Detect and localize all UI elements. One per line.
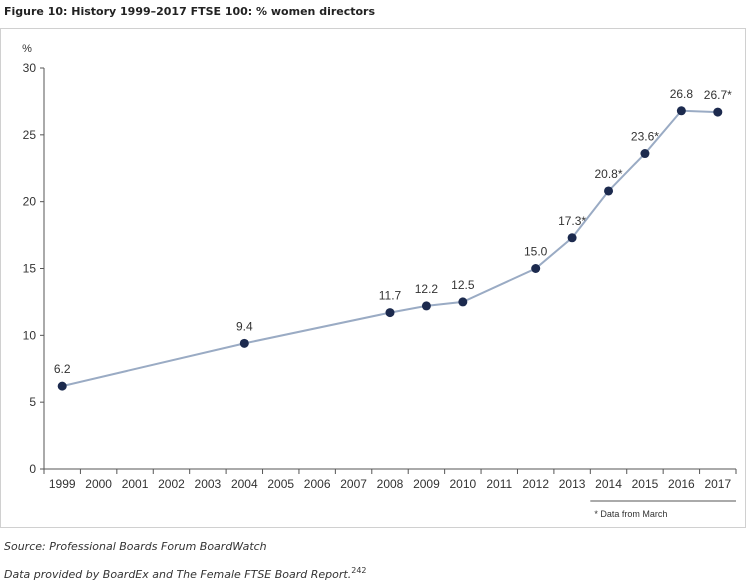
x-tick-label: 2010 (449, 477, 476, 491)
x-tick-label: 2001 (122, 477, 149, 491)
data-label: 17.3* (558, 214, 586, 228)
data-label: 6.2 (54, 362, 71, 376)
y-tick-label: 20 (23, 195, 37, 209)
x-tick-label: 2015 (632, 477, 659, 491)
y-axis-unit-label: % (22, 43, 32, 55)
x-tick-label: 1999 (49, 477, 76, 491)
y-axis: % 0 5 10 15 20 25 30 (22, 43, 45, 476)
x-tick-label: 2013 (559, 477, 586, 491)
data-point (57, 381, 67, 391)
data-point (713, 107, 723, 117)
data-label: 23.6* (631, 130, 659, 144)
data-label: 26.8 (670, 87, 694, 101)
figure-title: Figure 10: History 1999–2017 FTSE 100: %… (4, 5, 376, 18)
note-text: * Data from March (594, 509, 667, 519)
x-tick-label: 2016 (668, 477, 695, 491)
x-tick-label: 2009 (413, 477, 440, 491)
data-label: 15.0 (524, 245, 548, 259)
chart-frame: % 0 5 10 15 20 25 30 1999 2000 2001 2002 2003 2004 20… (0, 28, 746, 528)
provided-label: Data provided by BoardEx and The Female … (4, 568, 352, 581)
series-line (61, 109, 718, 388)
footnote-note: * Data from March (590, 500, 736, 519)
data-markers (57, 106, 723, 391)
provided-text: Data provided by BoardEx and The Female … (4, 566, 367, 581)
x-tick-label: 2008 (377, 477, 404, 491)
data-point (531, 264, 541, 273)
x-tick-label: 2014 (595, 477, 622, 491)
data-point (676, 106, 686, 116)
y-tick-label: 10 (23, 328, 37, 342)
data-point (567, 233, 577, 243)
line-chart: % 0 5 10 15 20 25 30 1999 2000 2001 2002 2003 2004 20… (22, 43, 737, 519)
data-point (421, 301, 431, 311)
x-tick-label: 2003 (195, 477, 222, 491)
data-label: 12.2 (415, 282, 439, 296)
data-point (640, 149, 650, 159)
source-text: Source: Professional Boards Forum BoardW… (4, 540, 267, 553)
y-tick-label: 25 (23, 128, 37, 142)
data-point (385, 308, 395, 318)
data-point (239, 338, 249, 348)
x-tick-label: 2000 (85, 477, 112, 491)
data-point (604, 186, 614, 196)
data-labels: 6.2 9.4 11.7 12.2 12.5 15.0 17.3* 20.8* 23.6* 26.… (54, 87, 732, 376)
data-label: 26.7* (704, 88, 732, 102)
x-tick-label: 2005 (267, 477, 294, 491)
data-label: 11.7 (379, 289, 402, 303)
x-axis: 1999 2000 2001 2002 2003 2004 2005 2006 2007 2008… (43, 468, 737, 491)
x-tick-label: 2012 (522, 477, 549, 491)
footnote-ref: 242 (351, 566, 367, 575)
data-label: 20.8* (595, 167, 623, 181)
y-tick-label: 30 (23, 61, 37, 75)
series-line-group (61, 109, 718, 388)
x-tick-label: 2004 (231, 477, 258, 491)
x-tick-label: 2017 (704, 477, 731, 491)
x-tick-label: 2011 (486, 477, 512, 491)
data-label: 12.5 (451, 278, 475, 292)
y-tick-label: 15 (23, 262, 37, 276)
x-tick-label: 2002 (158, 477, 185, 491)
data-point (458, 297, 468, 307)
x-tick-label: 2006 (304, 477, 331, 491)
data-label: 9.4 (236, 319, 253, 333)
y-tick-label: 5 (29, 395, 36, 409)
y-tick-label: 0 (29, 462, 36, 476)
x-tick-label: 2007 (340, 477, 367, 491)
